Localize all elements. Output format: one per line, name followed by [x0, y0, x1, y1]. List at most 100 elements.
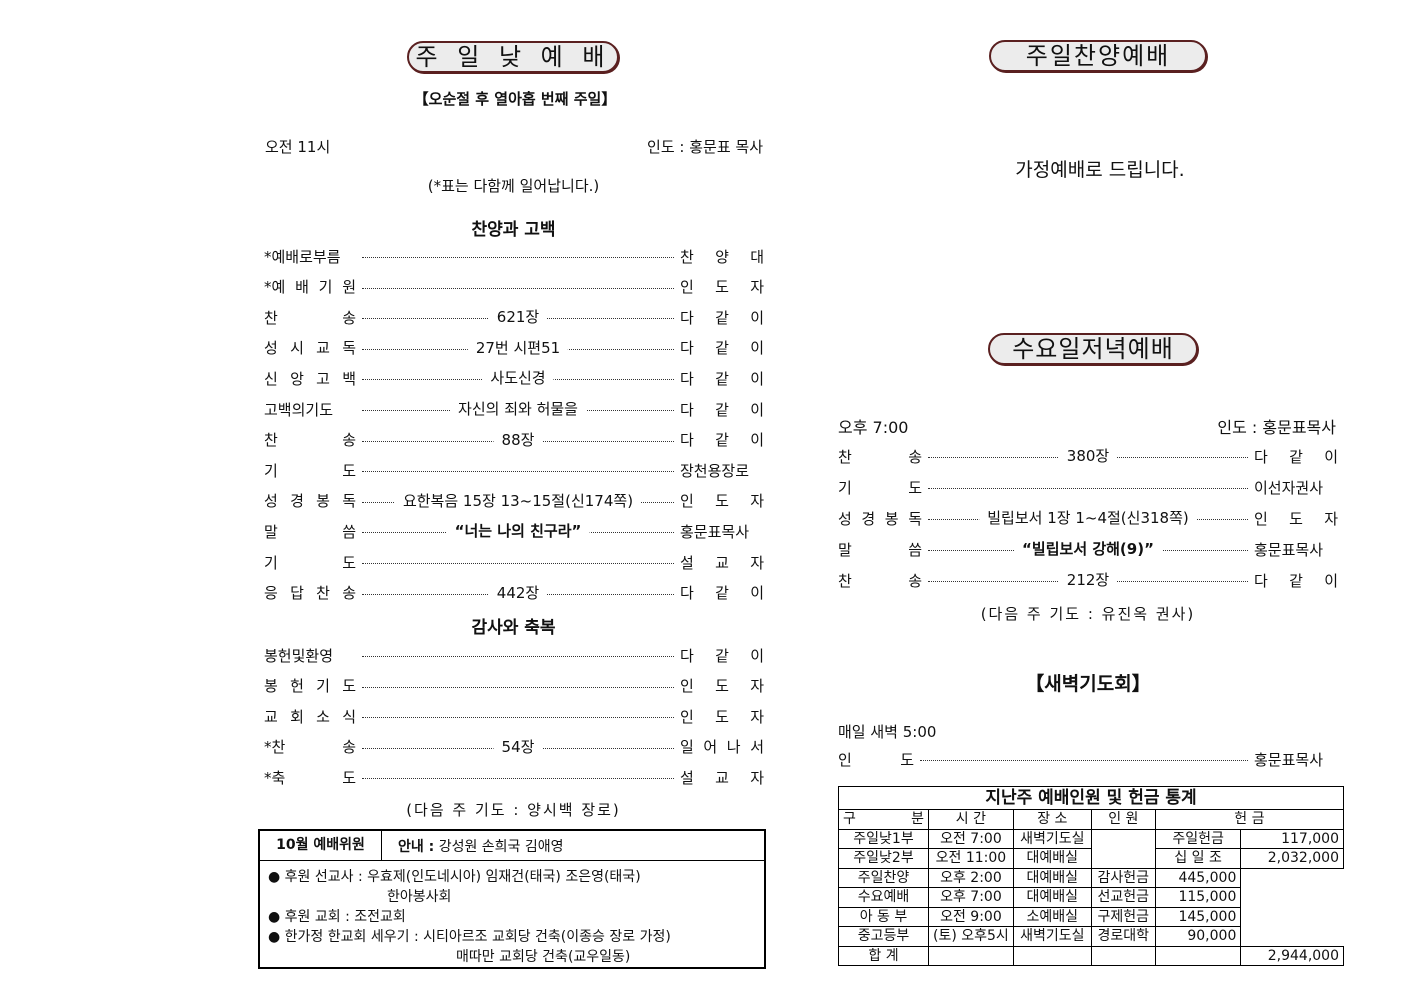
cell-category: 합 계	[838, 945, 929, 966]
cell-offering-type: 구제헌금	[1090, 906, 1156, 927]
cell-amount: 445,000	[1154, 867, 1242, 888]
order-person: 홍문표목사	[680, 522, 750, 541]
guide-label: 안내 :	[398, 839, 435, 855]
cell-place: 대예배실	[1012, 848, 1092, 869]
cell-category: 주일찬양	[838, 867, 929, 888]
order-item: 성 경 봉 독 요한복음 15장 13~15절(신174쪽) 인 도 자	[264, 489, 764, 512]
cell-time	[928, 945, 1014, 966]
sunday-next-prayer: (다음 주 기도 : 양시백 장로)	[406, 801, 621, 819]
order-label: 찬 송	[838, 571, 922, 590]
stats-row: 수요예배 오후 7:00 대예배실 선교헌금 115,000	[838, 887, 1344, 908]
order-detail: 380장	[1058, 445, 1118, 467]
order-person: 찬 양 대	[680, 247, 764, 266]
order-item: 찬 송 380장 다 같 이	[838, 445, 1338, 467]
order-label: 말 씀	[264, 522, 356, 541]
stats-row: 주일찬양 오후 2:00 대예배실 감사헌금 445,000	[838, 867, 1344, 888]
sunday-subtitle: 【오순절 후 열아홉 번째 주일】	[413, 90, 617, 108]
order-label: 성 경 봉 독	[264, 492, 356, 511]
cell-amount: 117,000	[1240, 828, 1344, 849]
committee-label: 10월 예배위원	[260, 831, 382, 860]
order-item: 신 앙 고 백 사도신경 다 같 이	[264, 367, 764, 390]
notice-missionaries: 후원 선교사 : 우효제(인도네시아) 임재건(태국) 조은영(태국)	[284, 869, 641, 885]
cell-place: 대예배실	[1012, 887, 1092, 908]
order-person: 다 같 이	[680, 339, 764, 358]
order-label: 봉헌및환영	[264, 646, 334, 665]
order-label: 고백의기도	[264, 400, 334, 419]
cell-time: 오전 9:00	[928, 906, 1014, 927]
order-person: 다 같 이	[680, 308, 764, 327]
order-item: 응 답 찬 송 442장 다 같 이	[264, 581, 764, 604]
order-label: 찬 송	[264, 431, 356, 450]
order-item: 기 도 장천용장로	[264, 459, 764, 481]
order-detail: “빌립보서 강해(9)”	[1014, 538, 1162, 560]
cell-time: 오전 11:00	[928, 848, 1014, 869]
cell-offering-type	[1154, 945, 1242, 966]
notice-one-family-cont: 매따만 교회당 건축(교우일동)	[456, 949, 631, 965]
order-detail: 요한복음 15장 13~15절(신174쪽)	[394, 489, 642, 512]
praise-title: 주일찬양예배	[989, 40, 1207, 72]
header-place: 장 소	[1012, 809, 1092, 830]
order-person: 설 교 자	[680, 553, 764, 572]
stats-row: 합 계 2,944,000	[838, 945, 1344, 966]
order-item: *예 배 기 원 인 도 자	[264, 276, 764, 298]
order-label: 성 시 교 독	[264, 339, 356, 358]
order-item: 찬 송 212장 다 같 이	[838, 569, 1338, 591]
order-person: 인 도 자	[1254, 509, 1338, 528]
header-offering: 헌 금	[1154, 809, 1345, 830]
order-person: 일 어 나 서	[680, 738, 764, 756]
order-person: 다 같 이	[680, 431, 764, 450]
order-person: 다 같 이	[680, 646, 764, 665]
order-detail: 621장	[488, 306, 548, 329]
order-item: *축 도 설 교 자	[264, 766, 764, 788]
order-person: 인 도 자	[680, 707, 764, 726]
order-item: 성 경 봉 독 빌립보서 1장 1~4절(신318쪽) 인 도 자	[838, 507, 1338, 529]
notice-box: 10월 예배위원 안내 : 강성원 손희국 김애영 ● 후원 선교사 : 우효제…	[258, 829, 766, 969]
order-detail: “너는 나의 친구라”	[446, 520, 590, 543]
cell-offering-type: 선교헌금	[1090, 887, 1156, 908]
cell-place: 대예배실	[1012, 867, 1092, 888]
order-detail: 212장	[1058, 569, 1118, 591]
dawn-label: 인 도	[838, 750, 914, 769]
section-praise-confession: 찬양과 고백	[471, 220, 556, 240]
cell-time: 오전 7:00	[928, 828, 1014, 849]
order-item: *찬 송 54장 일 어 나 서	[264, 735, 764, 758]
wednesday-next-prayer: (다음 주 기도 : 유진옥 권사)	[980, 605, 1196, 623]
order-detail: 442장	[488, 581, 548, 604]
stats-row: 중고등부 (토) 오후5시 새벽기도실 경로대학 90,000	[838, 926, 1344, 947]
cell-attendance	[1090, 828, 1156, 869]
guide-names: 강성원 손희국 김애영	[438, 839, 564, 855]
cell-category: 아 동 부	[838, 906, 929, 927]
stats-row: 주일낮1부 오전 7:00 새벽기도실 주일헌금 117,000	[838, 828, 1344, 869]
cell-amount: 115,000	[1154, 887, 1242, 908]
order-person: 인 도 자	[680, 677, 764, 695]
order-detail: 54장	[493, 735, 543, 758]
order-detail: 자신의 죄와 허물을	[450, 398, 586, 420]
sunday-title: 주 일 낮 예 배	[407, 41, 619, 73]
order-item: 찬 송 88장 다 같 이	[264, 428, 764, 451]
order-label: 응 답 찬 송	[264, 584, 356, 603]
cell-amount: 145,000	[1154, 906, 1242, 927]
cell-category: 주일낮1부	[838, 828, 929, 849]
order-label: *예 배 기 원	[264, 278, 356, 297]
cell-attendance	[1090, 945, 1156, 966]
cell-category: 수요예배	[838, 887, 929, 908]
cell-offering-type: 주일헌금	[1154, 828, 1242, 849]
order-person: 다 같 이	[680, 400, 764, 419]
header-attendance: 인 원	[1090, 809, 1156, 830]
cell-place: 새벽기도실	[1012, 926, 1092, 947]
order-item: 봉헌및환영 다 같 이	[264, 644, 764, 666]
order-item: 찬 송 621장 다 같 이	[264, 306, 764, 329]
order-person: 다 같 이	[680, 584, 764, 603]
order-detail: 빌립보서 1장 1~4절(신318쪽)	[979, 507, 1197, 529]
order-item: 말 씀 “빌립보서 강해(9)” 홍문표목사	[838, 538, 1338, 560]
stats-row: 주일낮2부 오전 11:00 대예배실 십 일 조 2,032,000	[838, 848, 1344, 869]
cell-place: 새벽기도실	[1012, 828, 1092, 849]
order-item: 고백의기도 자신의 죄와 허물을 다 같 이	[264, 398, 764, 420]
bullet-icon: ●	[268, 929, 281, 945]
sunday-time: 오전 11시	[265, 138, 331, 156]
order-item: 기 도 이선자권사	[838, 476, 1338, 498]
wednesday-time: 오후 7:00	[838, 418, 909, 437]
order-label: 기 도	[264, 461, 356, 480]
order-person: 다 같 이	[1254, 447, 1338, 466]
stats-table: 지난주 예배인원 및 헌금 통계 구 분 시 간 장 소 인 원 헌 금 주일낮…	[838, 786, 1345, 966]
